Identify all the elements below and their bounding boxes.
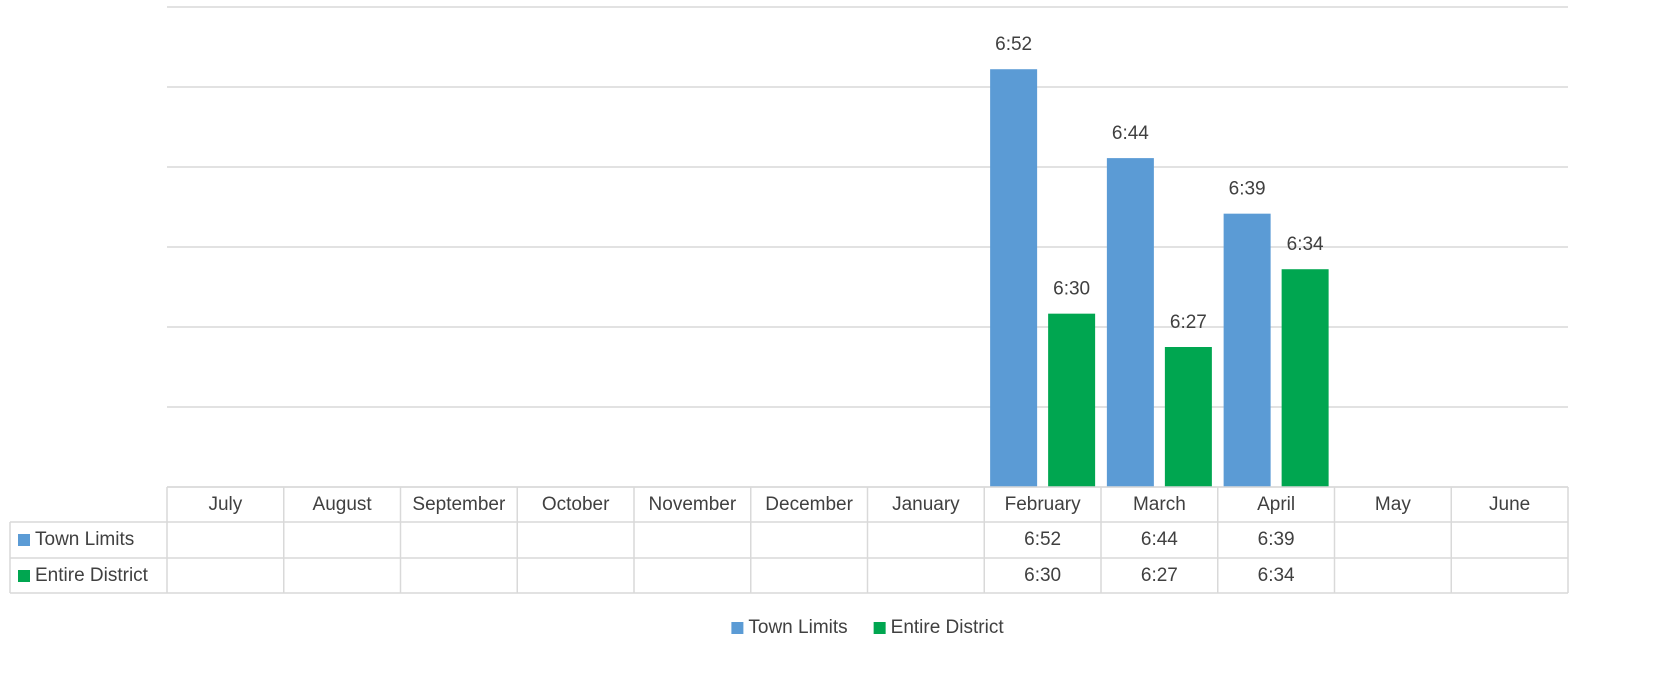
bar — [1223, 213, 1271, 487]
bar — [1048, 313, 1096, 487]
row-label: Town Limits — [35, 529, 134, 550]
data-label: 6:34 — [1287, 234, 1324, 255]
bar — [1281, 269, 1329, 487]
x-tick-label: June — [1489, 494, 1530, 515]
x-tick-label: August — [313, 494, 373, 515]
x-tick-label: March — [1133, 494, 1186, 515]
bar — [990, 69, 1038, 487]
bar — [1106, 158, 1154, 487]
data-label: 6:39 — [1229, 179, 1266, 200]
x-tick-label: November — [649, 494, 737, 515]
data-label: 6:44 — [1112, 123, 1149, 144]
bar — [1164, 347, 1212, 487]
legend-key — [18, 534, 30, 546]
legend-key — [873, 622, 886, 634]
table-cell: 6:52 — [1024, 529, 1061, 550]
row-label: Entire District — [35, 565, 149, 586]
table-cell: 6:30 — [1024, 565, 1061, 586]
x-tick-label: January — [892, 494, 960, 515]
x-tick-label: May — [1375, 494, 1411, 515]
x-tick-label: July — [208, 494, 242, 515]
x-tick-label: February — [1005, 494, 1082, 515]
table-cell: 6:27 — [1141, 565, 1178, 586]
table-cell: 6:44 — [1141, 529, 1178, 550]
data-label: 6:52 — [995, 34, 1032, 55]
legend-label: Town Limits — [748, 617, 847, 638]
table-cell: 6:34 — [1258, 565, 1295, 586]
legend-key — [18, 570, 30, 582]
x-tick-label: April — [1257, 494, 1295, 515]
table-cell: 6:39 — [1258, 529, 1295, 550]
legend-label: Entire District — [891, 617, 1005, 638]
x-tick-label: October — [542, 494, 610, 515]
data-label: 6:30 — [1053, 279, 1090, 300]
legend-key — [731, 622, 744, 634]
x-tick-label: December — [765, 494, 853, 515]
data-label: 6:27 — [1170, 312, 1207, 333]
x-tick-label: September — [412, 494, 506, 515]
